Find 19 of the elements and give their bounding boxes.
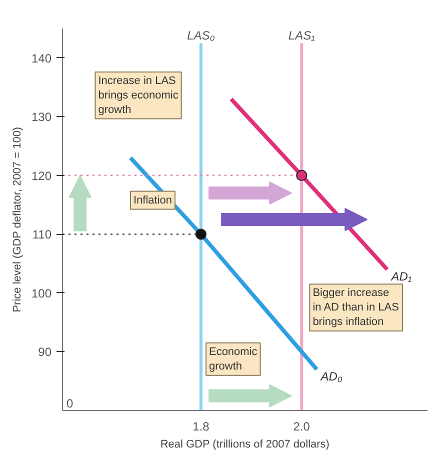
y-tick-label: 140 (31, 51, 52, 66)
y-axis-title: Price level (GDP deflator, 2007 = 100) (11, 126, 24, 312)
ref-line-label: LAS₁ (288, 28, 316, 42)
annotation: 0 (66, 396, 74, 410)
annotation: Economic growth (208, 346, 258, 372)
x-tick-label: 1.8 (192, 420, 210, 434)
ref-line-label: LAS₀ (187, 28, 215, 42)
y-tick-label: 90 (38, 345, 52, 360)
annotation: Increase in LAS brings economic growth (98, 74, 179, 116)
y-tick-label: 130 (31, 110, 52, 124)
series-label: AD₀ (320, 369, 342, 384)
annotation: Inflation (133, 194, 172, 206)
annotation: Bigger increase in AD than in LAS brings inflation (312, 287, 399, 328)
y-tick-label: 120 (31, 168, 52, 183)
x-tick-label: 2.0 (293, 420, 310, 434)
y-tick-label: 100 (31, 286, 52, 300)
y-tick-label: 110 (32, 228, 52, 242)
series-label: AD₁ (390, 269, 412, 284)
x-axis-title: Real GDP (trillions of 2007 dollars) (160, 438, 330, 450)
